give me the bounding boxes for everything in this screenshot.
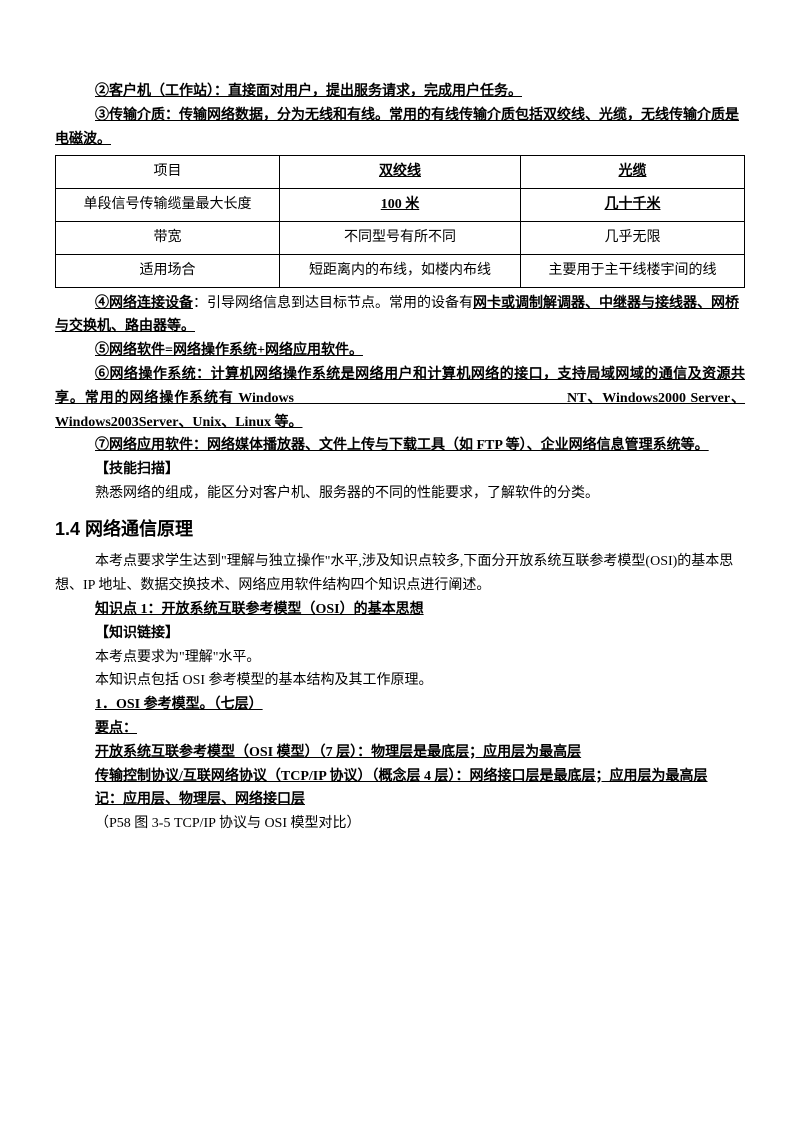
- comparison-table: 项目 双绞线 光缆 单段信号传输缆量最大长度 100 米 几十千米 带宽 不同型…: [55, 155, 745, 287]
- row0-c2: 几十千米: [520, 189, 744, 222]
- remember: 记：应用层、物理层、网络接口层: [55, 788, 745, 812]
- p3b: ：引导网络信息到达目标节点。常用的设备有: [193, 296, 473, 311]
- para-network-os: ⑥网络操作系统：计算机网络操作系统是网络用户和计算机网络的接口，支持局域网域的通…: [55, 363, 745, 434]
- main-points: 要点：: [55, 717, 745, 741]
- intro-para: 本考点要求学生达到"理解与独立操作"水平,涉及知识点较多,下面分开放系统互联参考…: [55, 550, 745, 598]
- skill-scan-content: 熟悉网络的组成，能区分对客户机、服务器的不同的性能要求，了解软件的分类。: [55, 482, 745, 506]
- para-network-device: ④网络连接设备：引导网络信息到达目标节点。常用的设备有网卡或调制解调器、中继器与…: [55, 292, 745, 340]
- section-heading: 1.4 网络通信原理: [55, 514, 745, 545]
- para-client: ②客户机（工作站）：直接面对用户，提出服务请求，完成用户任务。: [55, 80, 745, 104]
- osi-7layer: 开放系统互联参考模型（OSI 模型）（7 层）：物理层是最底层；应用层为最高层: [55, 741, 745, 765]
- para-transmission-medium: ③传输介质：传输网络数据，分为无线和有线。常用的有线传输介质包括双绞线、光缆，无…: [55, 104, 745, 152]
- th-project: 项目: [56, 156, 280, 189]
- para-network-software: ⑤网络软件=网络操作系统+网络应用软件。: [55, 339, 745, 363]
- row1-c2: 几乎无限: [520, 221, 744, 254]
- tcpip: 传输控制协议/互联网络协议（TCP/IP 协议）（概念层 4 层）：网络接口层是…: [55, 765, 745, 789]
- osi-model: 1．OSI 参考模型。（七层）: [55, 693, 745, 717]
- osi-content: 本知识点包括 OSI 参考模型的基本结构及其工作原理。: [55, 669, 745, 693]
- row1-label: 带宽: [56, 221, 280, 254]
- row0-label: 单段信号传输缆量最大长度: [56, 189, 280, 222]
- req-understand: 本考点要求为"理解"水平。: [55, 646, 745, 670]
- figure-ref: （P58 图 3-5 TCP/IP 协议与 OSI 模型对比）: [55, 812, 745, 836]
- row0-c1: 100 米: [280, 189, 521, 222]
- p3a: ④网络连接设备: [95, 296, 193, 311]
- knowledge-link: 【知识链接】: [55, 622, 745, 646]
- skill-scan-title: 【技能扫描】: [55, 458, 745, 482]
- th-fiber: 光缆: [520, 156, 744, 189]
- row1-c1: 不同型号有所不同: [280, 221, 521, 254]
- para-network-app: ⑦网络应用软件：网络媒体播放器、文件上传与下载工具（如 FTP 等）、企业网络信…: [55, 434, 745, 458]
- row2-c2: 主要用于主干线楼宇间的线: [520, 254, 744, 287]
- knowledge-point-1: 知识点 1：开放系统互联参考模型（OSI）的基本思想: [55, 598, 745, 622]
- th-twisted: 双绞线: [280, 156, 521, 189]
- row2-label: 适用场合: [56, 254, 280, 287]
- row2-c1: 短距离内的布线，如楼内布线: [280, 254, 521, 287]
